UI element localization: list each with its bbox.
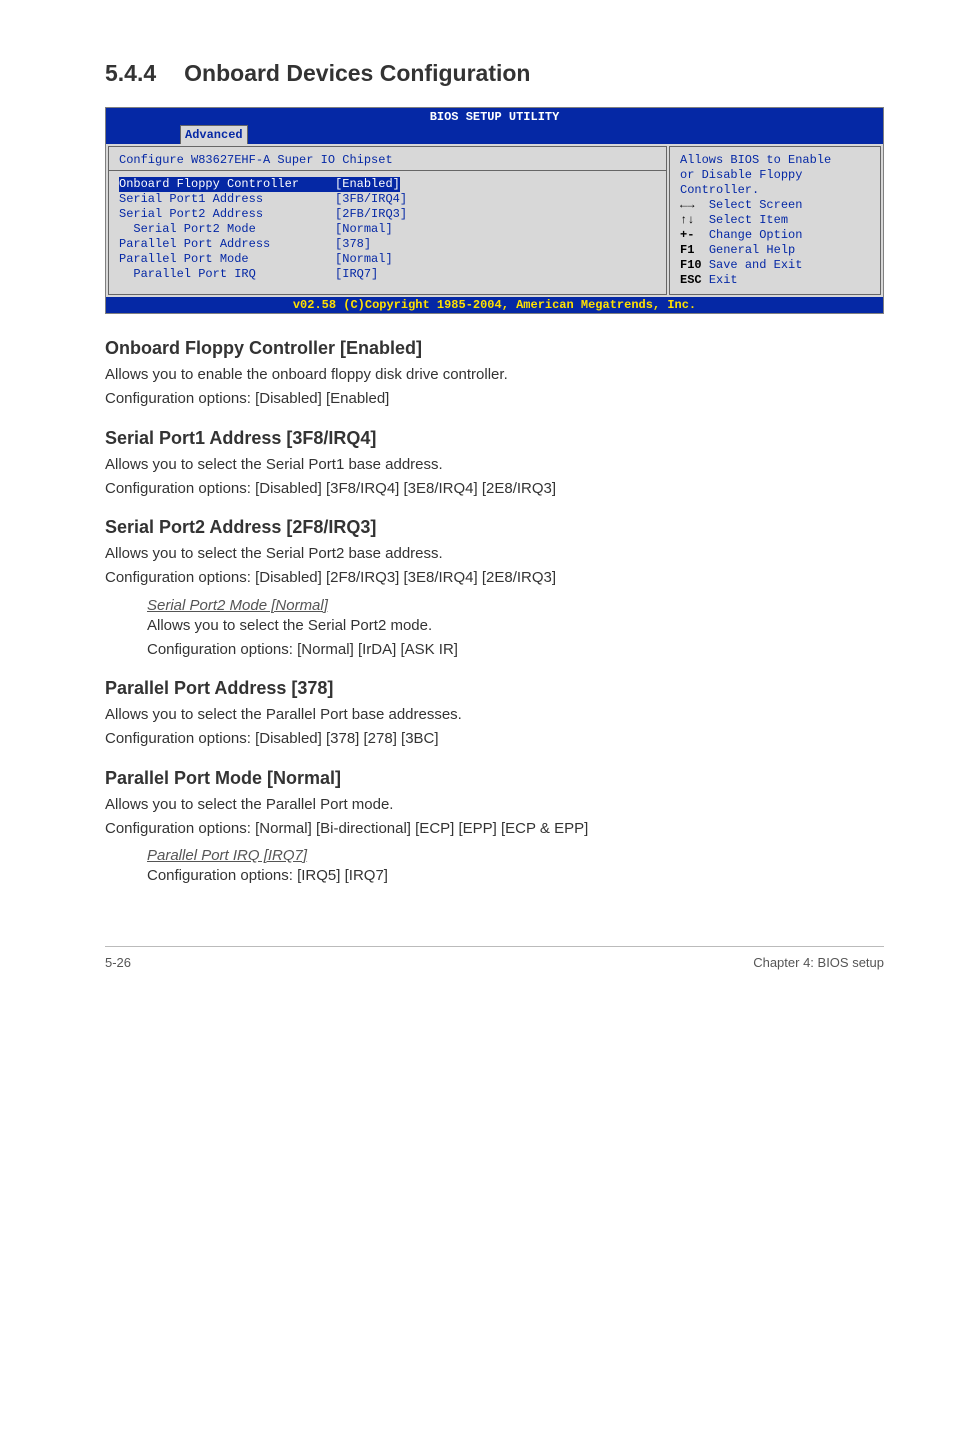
subsection-heading: Serial Port1 Address [3F8/IRQ4] [105, 428, 884, 449]
bios-help-line: Allows BIOS to Enable [680, 153, 870, 168]
bios-help-line: Controller. [680, 183, 870, 198]
bios-nav-row: ←→ Select Screen [680, 198, 870, 213]
bios-config-row[interactable]: Parallel Port IRQ [IRQ7] [119, 267, 656, 282]
bios-nav-row: ESC Exit [680, 273, 870, 288]
section-number: 5.4.4 [105, 60, 156, 86]
bios-titlebar: BIOS SETUP UTILITY Advanced [106, 108, 883, 144]
subsection-heading: Onboard Floppy Controller [Enabled] [105, 338, 884, 359]
body-text: Configuration options: [Normal] [IrDA] [… [147, 640, 884, 660]
bios-tab-advanced[interactable]: Advanced [180, 125, 248, 144]
body-text: Configuration options: [IRQ5] [IRQ7] [147, 866, 884, 886]
bios-config-row[interactable]: Onboard Floppy Controller [Enabled] [119, 177, 656, 192]
bios-config-row[interactable]: Serial Port2 Mode [Normal] [119, 222, 656, 237]
footer-chapter: Chapter 4: BIOS setup [753, 955, 884, 970]
bios-nav-row: ↑↓ Select Item [680, 213, 870, 228]
bios-config-row[interactable]: Serial Port1 Address [3FB/IRQ4] [119, 192, 656, 207]
body-text: Configuration options: [Disabled] [378] … [105, 729, 884, 749]
footer-page-number: 5-26 [105, 955, 131, 970]
subsection-heading: Serial Port2 Address [2F8/IRQ3] [105, 517, 884, 538]
bios-nav-hints: ←→ Select Screen↑↓ Select Item+- Change … [680, 198, 870, 288]
bios-title: BIOS SETUP UTILITY [106, 108, 883, 124]
bios-panel: BIOS SETUP UTILITY Advanced Configure W8… [105, 107, 884, 314]
body-text: Configuration options: [Disabled] [3F8/I… [105, 479, 884, 499]
body-text: Allows you to select the Serial Port2 mo… [147, 616, 884, 636]
bios-config-row[interactable]: Parallel Port Mode [Normal] [119, 252, 656, 267]
bios-help-pane: Allows BIOS to Enableor Disable FloppyCo… [669, 146, 881, 295]
page-footer: 5-26 Chapter 4: BIOS setup [105, 946, 884, 970]
subsection-heading: Parallel Port Address [378] [105, 678, 884, 699]
body-text: Allows you to select the Parallel Port b… [105, 705, 884, 725]
indented-option-block: Parallel Port IRQ [IRQ7] Configuration op… [105, 847, 884, 886]
bios-panel-header: Configure W83627EHF-A Super IO Chipset [109, 147, 666, 171]
body-text: Configuration options: [Normal] [Bi-dire… [105, 819, 884, 839]
body-text: Allows you to select the Parallel Port m… [105, 795, 884, 815]
subsection-heading: Parallel Port Mode [Normal] [105, 768, 884, 789]
bios-config-pane: Configure W83627EHF-A Super IO Chipset O… [108, 146, 667, 295]
indented-option-block: Serial Port2 Mode [Normal] Allows you to … [105, 597, 884, 661]
bios-nav-row: F1 General Help [680, 243, 870, 258]
bios-help-text: Allows BIOS to Enableor Disable FloppyCo… [680, 153, 870, 198]
option-subheading: Parallel Port IRQ [IRQ7] [147, 847, 884, 864]
bios-nav-row: F10 Save and Exit [680, 258, 870, 273]
section-title: 5.4.4 Onboard Devices Configuration [105, 60, 884, 87]
bios-config-row[interactable]: Parallel Port Address [378] [119, 237, 656, 252]
body-text: Allows you to enable the onboard floppy … [105, 365, 884, 385]
bios-copyright: v02.58 (C)Copyright 1985-2004, American … [106, 297, 883, 313]
body-text: Allows you to select the Serial Port2 ba… [105, 544, 884, 564]
body-text: Configuration options: [Disabled] [2F8/I… [105, 568, 884, 588]
bios-nav-row: +- Change Option [680, 228, 870, 243]
option-subheading: Serial Port2 Mode [Normal] [147, 597, 884, 614]
bios-help-line: or Disable Floppy [680, 168, 870, 183]
body-text: Allows you to select the Serial Port1 ba… [105, 455, 884, 475]
body-text: Configuration options: [Disabled] [Enabl… [105, 389, 884, 409]
section-heading-text: Onboard Devices Configuration [184, 60, 530, 86]
bios-config-row[interactable]: Serial Port2 Address [2FB/IRQ3] [119, 207, 656, 222]
